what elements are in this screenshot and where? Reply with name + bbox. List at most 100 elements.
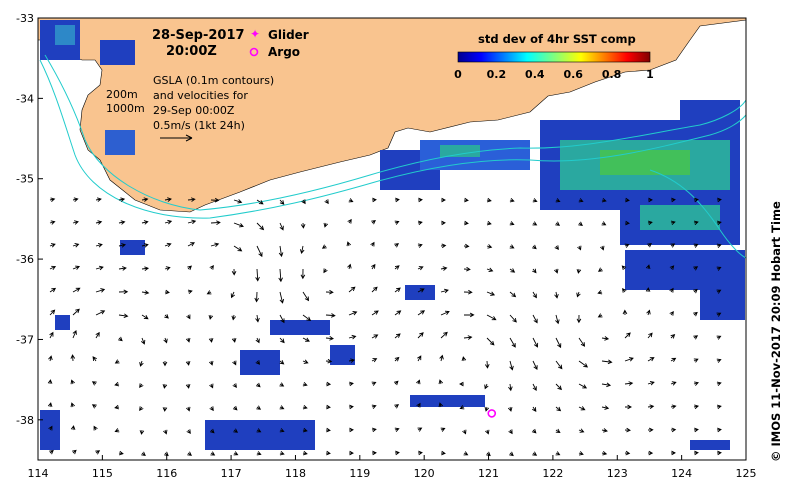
- velocity-arrow: [141, 220, 149, 225]
- velocity-arrow: [486, 337, 495, 346]
- velocity-arrow: [576, 314, 582, 324]
- velocity-arrow: [394, 287, 401, 293]
- velocity-arrow: [670, 404, 677, 409]
- velocity-arrow: [647, 357, 655, 362]
- velocity-arrow: [118, 220, 126, 225]
- y-tick-label: -35: [16, 173, 34, 186]
- velocity-arrow: [325, 313, 336, 318]
- velocity-arrow: [394, 197, 400, 203]
- velocity-arrow: [185, 360, 191, 366]
- velocity-arrow: [716, 450, 722, 456]
- velocity-arrow: [164, 242, 172, 248]
- velocity-arrow: [693, 427, 699, 433]
- velocity-arrow: [486, 314, 497, 321]
- velocity-arrow: [597, 290, 603, 295]
- velocity-arrow: [459, 381, 465, 387]
- velocity-arrow: [509, 221, 515, 226]
- velocity-arrow: [417, 243, 423, 248]
- velocity-arrow: [459, 405, 465, 410]
- velocity-arrow: [601, 382, 612, 388]
- velocity-arrow: [670, 427, 677, 433]
- velocity-arrow: [532, 221, 538, 226]
- velocity-arrow: [555, 221, 561, 226]
- velocity-arrow: [509, 451, 514, 457]
- velocity-arrow: [348, 311, 358, 316]
- velocity-arrow: [209, 406, 214, 412]
- velocity-arrow: [279, 405, 285, 410]
- y-tick-label: -36: [16, 253, 34, 266]
- velocity-arrow: [624, 427, 631, 433]
- velocity-arrow: [417, 427, 423, 432]
- velocity-arrow: [438, 379, 444, 385]
- velocity-arrow: [461, 356, 467, 362]
- velocity-arrow: [348, 381, 354, 387]
- velocity-arrow: [647, 197, 653, 203]
- velocity-arrow: [325, 358, 333, 364]
- velocity-arrow: [555, 383, 562, 391]
- velocity-arrow: [279, 199, 285, 205]
- velocity-arrow: [164, 266, 171, 271]
- velocity-arrow: [47, 402, 53, 408]
- colorbar-title: std dev of 4hr SST comp: [478, 32, 636, 46]
- velocity-arrow: [118, 243, 126, 248]
- velocity-arrow: [114, 428, 120, 433]
- velocity-arrow: [72, 265, 81, 270]
- velocity-arrow: [231, 337, 237, 343]
- velocity-arrow: [114, 381, 120, 387]
- velocity-arrow: [118, 197, 126, 202]
- velocity-arrow: [463, 451, 469, 456]
- velocity-arrow: [509, 360, 514, 371]
- gsla-line-1: GSLA (0.1m contours): [153, 74, 274, 87]
- velocity-arrow: [302, 427, 308, 433]
- time-label: 20:00Z: [166, 44, 217, 59]
- velocity-arrow: [440, 331, 448, 339]
- velocity-arrow: [348, 198, 354, 203]
- velocity-arrow: [186, 314, 191, 320]
- velocity-arrow: [394, 404, 400, 409]
- velocity-arrow: [555, 198, 561, 203]
- velocity-arrow: [393, 380, 399, 386]
- velocity-arrow: [162, 383, 168, 389]
- velocity-arrow: [417, 288, 425, 293]
- velocity-arrow: [463, 289, 473, 295]
- velocity-arrow: [509, 268, 516, 273]
- velocity-arrow: [532, 198, 538, 203]
- velocity-arrow: [532, 451, 538, 456]
- velocity-arrow: [670, 243, 676, 248]
- velocity-arrow: [554, 291, 559, 299]
- velocity-arrow: [417, 332, 424, 339]
- velocity-arrow: [462, 429, 467, 435]
- velocity-arrow: [72, 308, 80, 316]
- velocity-arrow: [463, 335, 473, 340]
- velocity-arrow: [417, 197, 423, 203]
- y-tick-label: -38: [16, 414, 34, 427]
- x-tick-label: 118: [285, 467, 306, 480]
- velocity-arrow: [508, 429, 513, 435]
- velocity-arrow: [256, 222, 265, 231]
- velocity-arrow: [187, 289, 193, 295]
- velocity-arrow: [91, 381, 97, 386]
- velocity-arrow: [95, 331, 100, 339]
- velocity-arrow: [49, 243, 56, 248]
- velocity-arrow: [186, 429, 191, 435]
- velocity-arrow: [509, 291, 517, 298]
- velocity-arrow: [321, 244, 327, 249]
- sst-patches: [40, 20, 745, 450]
- velocity-arrow: [325, 404, 331, 410]
- velocity-arrow: [279, 222, 284, 231]
- velocity-arrow: [185, 383, 191, 389]
- velocity-arrow: [300, 268, 306, 280]
- velocity-arrow: [371, 427, 377, 433]
- velocity-arrow: [669, 265, 675, 270]
- velocity-arrow: [484, 383, 489, 390]
- velocity-arrow: [95, 265, 104, 271]
- velocity-arrow: [693, 197, 699, 203]
- velocity-arrow: [670, 381, 677, 386]
- velocity-arrow: [118, 289, 129, 295]
- velocity-arrow: [164, 289, 170, 295]
- velocity-arrow: [95, 288, 106, 293]
- velocity-arrow: [347, 218, 352, 224]
- velocity-arrow: [624, 381, 634, 386]
- x-tick-label: 115: [92, 467, 113, 480]
